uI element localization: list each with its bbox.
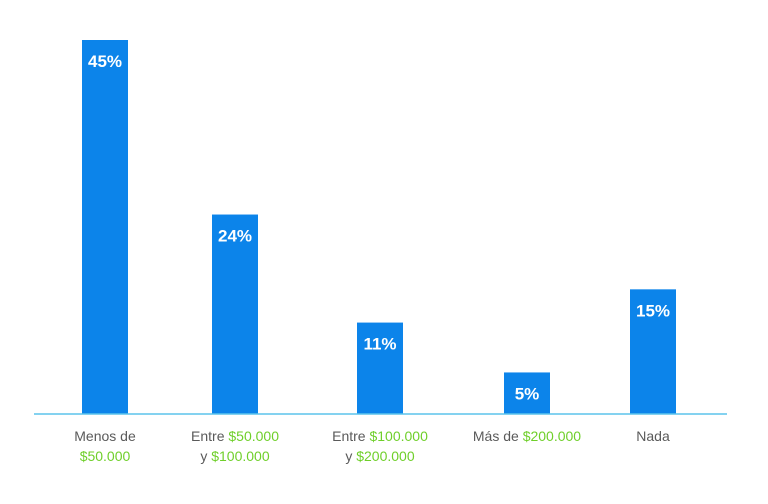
category-label-3-line-1: Entre $100.000 xyxy=(332,428,428,444)
category-label-2-line-1: Entre $50.000 xyxy=(191,428,279,444)
category-label-1-line-1: Menos de xyxy=(74,428,136,444)
category-labels-group: Menos de $50.000 Entre $50.000 y $100.000 En… xyxy=(74,428,670,464)
data-label-4: 5% xyxy=(515,384,540,403)
bar-3 xyxy=(357,322,403,414)
category-label-4-line-1: Más de $200.000 xyxy=(473,428,581,444)
category-label-1-line-2: $50.000 xyxy=(80,448,131,464)
data-label-2: 24% xyxy=(218,227,252,246)
bars-group xyxy=(82,40,676,414)
bar-4 xyxy=(504,372,550,414)
data-labels-group: 45% 24% 11% 5% 15% xyxy=(88,52,670,403)
data-label-3: 11% xyxy=(363,335,396,354)
data-label-5: 15% xyxy=(636,301,670,320)
category-label-2-line-2: y $100.000 xyxy=(200,448,269,464)
category-label-5-line-1: Nada xyxy=(636,428,670,444)
bar-1 xyxy=(82,40,128,414)
category-label-3-line-2: y $200.000 xyxy=(345,448,414,464)
bar-2 xyxy=(212,214,258,414)
bar-5 xyxy=(630,289,676,414)
data-label-1: 45% xyxy=(88,52,122,71)
